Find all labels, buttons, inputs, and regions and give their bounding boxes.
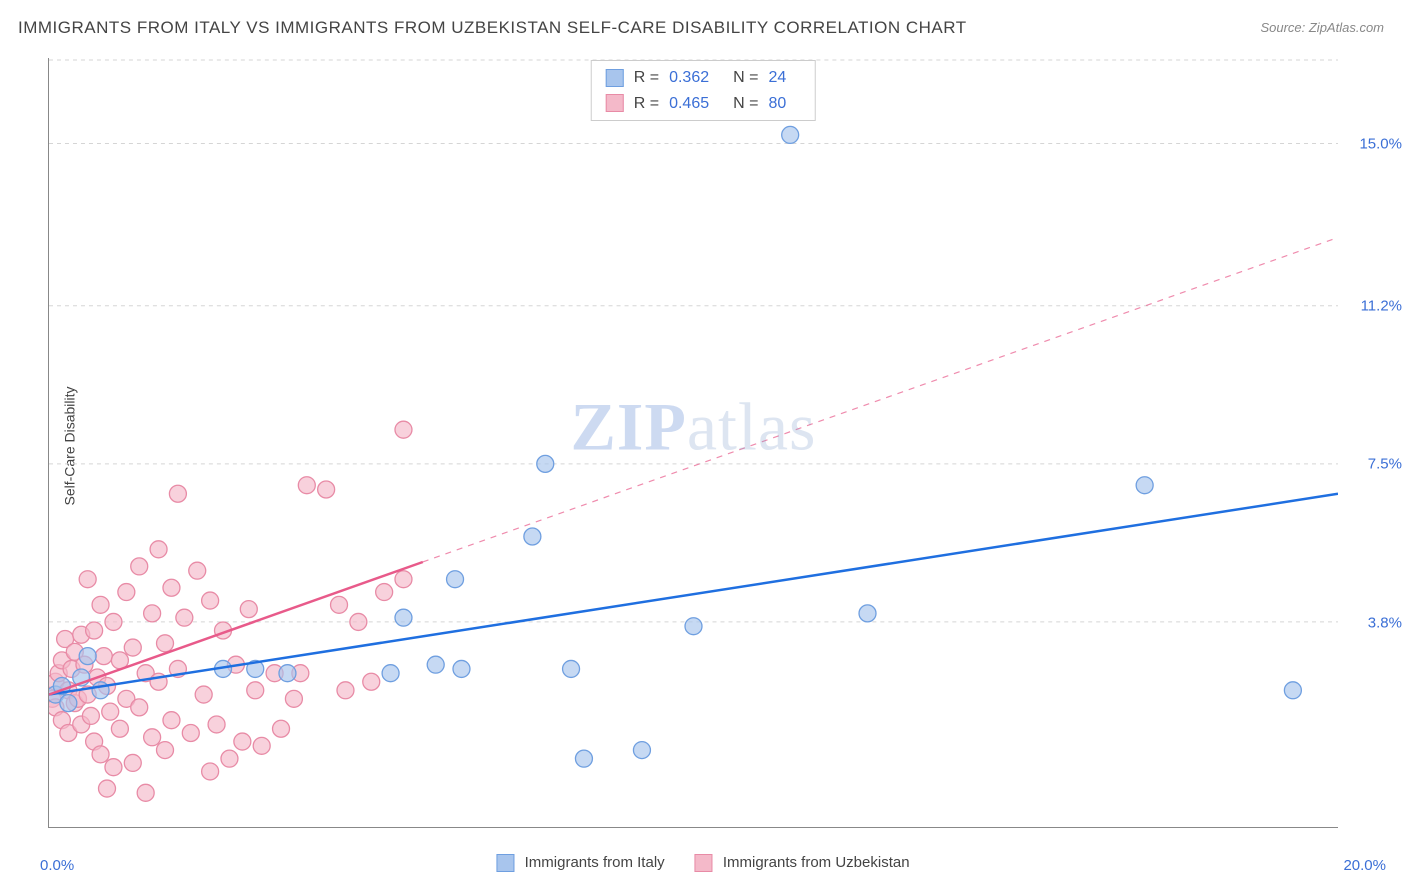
r-value-uzbekistan: 0.465 (669, 91, 709, 117)
n-label: N = (733, 65, 758, 91)
n-value-italy: 24 (768, 65, 786, 91)
legend-label-italy: Immigrants from Italy (525, 854, 665, 871)
stats-row-uzbekistan: R = 0.465 N = 80 (606, 91, 801, 117)
correlation-stats-box: R = 0.362 N = 24 R = 0.465 N = 80 (591, 60, 816, 121)
source-attribution: Source: ZipAtlas.com (1260, 20, 1384, 35)
n-value-uzbekistan: 80 (768, 91, 786, 117)
y-tick-label: 11.2% (1361, 298, 1402, 315)
legend-swatch-italy-icon (496, 854, 514, 872)
y-tick-label: 15.0% (1359, 135, 1402, 152)
x-axis-min-label: 0.0% (40, 857, 74, 874)
bottom-legend: Immigrants from Italy Immigrants from Uz… (496, 854, 909, 872)
stats-row-italy: R = 0.362 N = 24 (606, 65, 801, 91)
plot-area: ZIPatlas 3.8%7.5%11.2%15.0% (48, 58, 1338, 828)
r-value-italy: 0.362 (669, 65, 709, 91)
x-axis-max-label: 20.0% (1343, 857, 1386, 874)
legend-item-uzbekistan: Immigrants from Uzbekistan (695, 854, 910, 872)
legend-swatch-uzbekistan-icon (695, 854, 713, 872)
scatter-plot-svg (49, 58, 1338, 827)
legend-swatch-italy (606, 69, 624, 87)
legend-label-uzbekistan: Immigrants from Uzbekistan (723, 854, 910, 871)
n-label: N = (733, 91, 758, 117)
y-tick-label: 7.5% (1368, 456, 1402, 473)
chart-title: IMMIGRANTS FROM ITALY VS IMMIGRANTS FROM… (18, 18, 967, 38)
r-label: R = (634, 91, 659, 117)
legend-item-italy: Immigrants from Italy (496, 854, 664, 872)
r-label: R = (634, 65, 659, 91)
legend-swatch-uzbekistan (606, 94, 624, 112)
y-tick-label: 3.8% (1368, 614, 1402, 631)
